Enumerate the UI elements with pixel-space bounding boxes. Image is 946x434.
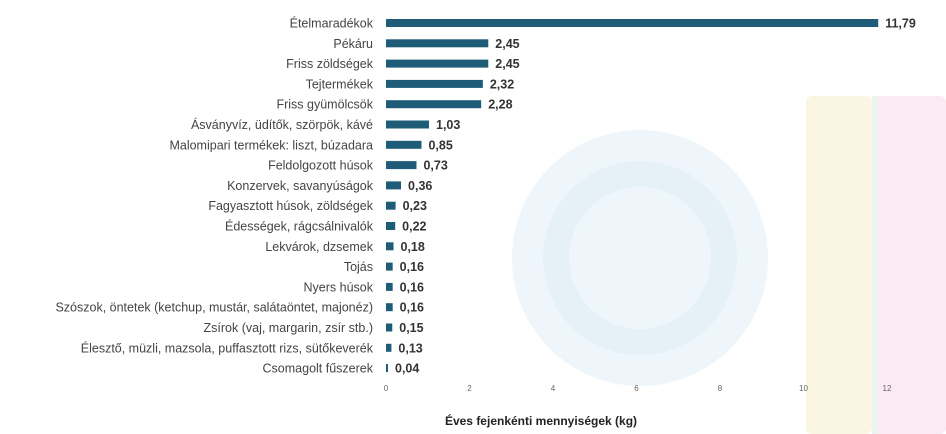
- value-labels: 11,79 2,45 2,45 2,32 2,28 1,03 0,85 0,73 0,36 0,2…: [395, 17, 916, 376]
- value-label: 1,03: [436, 118, 460, 132]
- x-tick-label: 0: [384, 384, 389, 393]
- bar: [386, 323, 393, 332]
- bars: [386, 19, 879, 373]
- category-label: Friss zöldségek: [286, 57, 374, 71]
- watermark-ring-icon: [543, 161, 737, 355]
- category-label: Feldolgozott húsok: [268, 159, 374, 173]
- category-label: Édességek, rágcsálnivalók: [225, 219, 374, 234]
- bar: [386, 282, 393, 291]
- bar: [386, 262, 393, 271]
- category-label: Fagyasztott húsok, zöldségek: [208, 199, 373, 213]
- value-label: 2,32: [490, 77, 514, 91]
- category-label: Csomagolt fűszerek: [263, 362, 374, 376]
- value-label: 2,45: [495, 57, 519, 71]
- category-label: Zsírok (vaj, margarin, zsír stb.): [204, 321, 373, 335]
- value-label: 2,45: [495, 37, 519, 51]
- bar: [386, 79, 483, 88]
- bar: [386, 242, 394, 251]
- bar: [386, 100, 482, 109]
- category-label: Élesztő, müzli, mazsola, puffasztott riz…: [81, 340, 374, 355]
- value-label: 0,18: [401, 240, 425, 254]
- value-label: 0,04: [395, 362, 419, 376]
- x-tick-label: 10: [799, 384, 808, 393]
- x-tick-label: 8: [718, 384, 723, 393]
- value-label: 11,79: [885, 17, 916, 31]
- category-label: Tojás: [344, 260, 373, 274]
- x-tick-label: 2: [467, 384, 472, 393]
- value-label: 0,16: [400, 260, 424, 274]
- bar: [386, 59, 489, 68]
- value-label: 0,73: [423, 159, 447, 173]
- bar: [386, 343, 392, 352]
- category-label: Lekvárok, dzsemek: [265, 240, 373, 254]
- category-label: Ételmaradékok: [290, 16, 374, 31]
- bar: [386, 303, 393, 312]
- bar: [386, 201, 396, 210]
- value-label: 0,16: [400, 301, 424, 315]
- value-label: 0,15: [399, 321, 423, 335]
- x-tick-label: 6: [634, 384, 639, 393]
- bar: [386, 181, 402, 190]
- category-label: Nyers húsok: [304, 280, 374, 294]
- category-label: Konzervek, savanyúságok: [227, 179, 374, 193]
- x-tick-label: 4: [551, 384, 556, 393]
- watermark-divider-icon: [872, 96, 878, 434]
- bar: [386, 161, 417, 170]
- value-label: 2,28: [488, 98, 512, 112]
- x-tick-label: 12: [883, 384, 892, 393]
- value-label: 0,22: [402, 220, 426, 234]
- value-label: 0,16: [400, 280, 424, 294]
- bar: [386, 39, 489, 48]
- x-axis-ticks: 0 2 4 6 8 10 12: [384, 384, 892, 393]
- bar: [386, 364, 388, 373]
- value-label: 0,36: [408, 179, 432, 193]
- category-label: Friss gyümölcsök: [276, 98, 373, 112]
- category-labels: Ételmaradékok Pékáru Friss zöldségek Tejter…: [55, 16, 373, 376]
- category-label: Ásványvíz, üdítők, szörpök, kávé: [191, 117, 373, 132]
- x-axis-title: Éves fejenkénti mennyiségek (kg): [445, 413, 637, 428]
- bar: [386, 120, 430, 129]
- bar: [386, 140, 422, 149]
- value-label: 0,85: [428, 138, 452, 152]
- category-label: Tejtermékek: [306, 77, 374, 91]
- bar: [386, 222, 396, 230]
- value-label: 0,13: [398, 341, 422, 355]
- category-label: Szószok, öntetek (ketchup, mustár, salát…: [55, 301, 373, 315]
- category-label: Pékáru: [333, 37, 373, 51]
- value-label: 0,23: [403, 199, 427, 213]
- watermark-fork-icon: [874, 96, 946, 434]
- watermark-knife-icon: [806, 96, 872, 434]
- category-label: Malomipari termékek: liszt, búzadara: [169, 138, 373, 152]
- bar: [386, 19, 879, 27]
